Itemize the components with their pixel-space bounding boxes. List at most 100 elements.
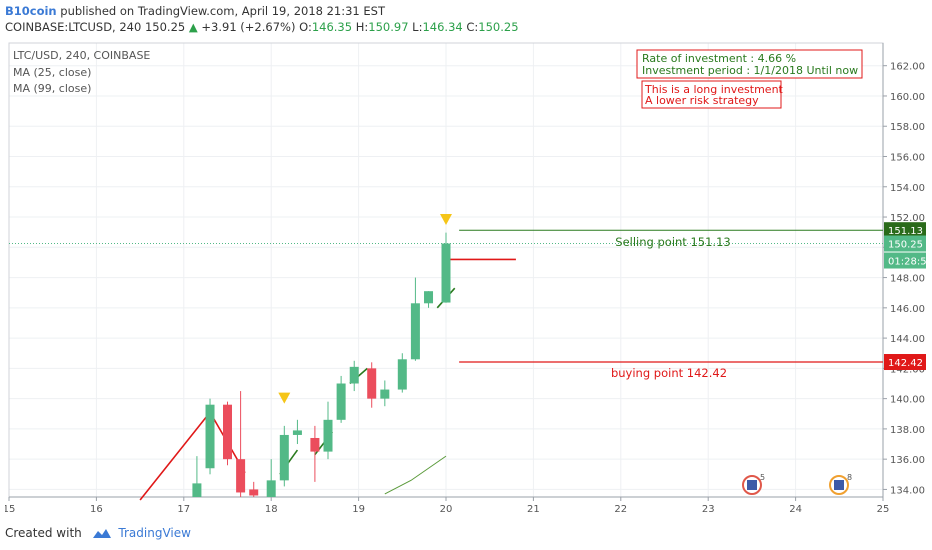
candle [223,401,232,466]
chart-frame[interactable]: 134.00136.00138.00140.00142.00144.00146.… [3,39,932,520]
note-long: This is a long investment [644,83,784,96]
y-tick-label: 156.00 [890,153,925,164]
high-value: 150.97 [368,20,409,34]
candle-body [192,483,202,497]
x-tick-label: 15 [5,504,15,515]
candle-body [441,243,451,303]
x-tick-label: 24 [789,504,802,515]
tradingview-brand[interactable]: TradingView [118,526,191,540]
candle-body [236,459,246,493]
price-axis[interactable]: 134.00136.00138.00140.00142.00144.00146.… [883,62,925,497]
price-labels: 151.13 150.25 01:28:54 142.42 [884,222,932,371]
chart-background [5,39,928,520]
event-count-2: 8 [847,473,852,482]
time-axis[interactable]: 15 16 17 18 19 20 21 22 23 24 25 [3,497,890,515]
flag-icon [834,480,844,490]
y-tick-label: 160.00 [890,92,925,103]
candle-body [323,419,333,452]
candle-body [266,480,276,497]
ma-line [384,455,447,495]
countdown-label-bg [884,252,926,269]
candle-body [279,434,289,481]
candle [236,391,246,497]
buy-price-label-bg [884,354,926,371]
candle [266,459,276,497]
x-tick-label: 16 [90,504,103,515]
selling-point-label[interactable]: Selling point 151.13 [615,235,730,249]
high-label: H: [355,20,369,34]
y-tick-label: 146.00 [890,304,925,315]
signal-arrow-icon[interactable] [278,392,291,404]
y-tick-label: 154.00 [890,183,925,194]
sell-price-label: 151.13 [888,226,923,237]
last-price-label: 150.25 [888,240,923,251]
y-tick-label: 140.00 [890,395,925,406]
candle [380,380,390,407]
note-rate: Rate of investment : 4.66 % [642,52,796,65]
buying-point-label[interactable]: buying point 142.42 [611,366,727,380]
candle [192,456,202,497]
note-box-strategy[interactable] [641,80,782,109]
y-tick-label: 152.00 [890,213,925,224]
x-tick-label: 18 [265,504,278,515]
buy-price-label: 142.42 [888,358,923,369]
candle-body [292,430,302,435]
note-box-investment[interactable] [636,49,863,79]
flag-icon [747,480,757,490]
event-badge-2[interactable]: 8 [829,473,852,495]
legend-title[interactable]: LTC/USD, 240, COINBASE [13,49,150,62]
candles [192,232,451,497]
x-tick-label: 23 [702,504,715,515]
symbol-header: COINBASE:LTCUSD, 240 150.25 ▲ +3.91 (+2.… [5,20,519,34]
signal-arrow-icon[interactable] [440,214,452,226]
event-badge-1[interactable]: 5 [742,473,765,495]
tradingview-logo-icon [92,528,111,538]
candle-body [205,404,215,469]
close-label: C: [466,20,479,34]
y-tick-label: 136.00 [890,455,925,466]
y-tick-label: 148.00 [890,274,925,285]
candle [349,360,359,392]
x-tick-label: 22 [614,504,627,515]
x-tick-label: 25 [877,504,890,515]
price-change: +3.91 (+2.67%) [201,20,296,34]
candle [205,398,215,475]
candle [424,291,434,308]
legend-ma99[interactable]: MA (99, close) [13,82,91,95]
sell-price-label-bg [884,222,926,239]
open-value: 146.35 [311,20,353,34]
candle [249,481,259,497]
candle [441,232,451,303]
candle-body [336,383,346,420]
created-with: Created with [5,526,82,540]
candle-body [380,389,390,399]
legend-ma25[interactable]: MA (25, close) [13,66,91,79]
candle-body [410,303,420,360]
x-tick-label: 20 [440,504,453,515]
y-tick-label: 144.00 [890,334,925,345]
author-name[interactable]: B10coin [5,4,57,18]
x-tick-label: 17 [177,504,190,515]
last-price-label-bg [884,235,926,252]
candle [292,419,302,445]
footer: Created with TradingView [5,526,191,540]
x-tick-label: 19 [352,504,365,515]
price-chart[interactable]: 134.00136.00138.00140.00142.00144.00146.… [3,39,932,520]
change-up-icon: ▲ [188,20,198,34]
y-tick-label: 138.00 [890,425,925,436]
close-value: 150.25 [478,20,519,34]
candle [279,425,289,487]
low-value: 146.34 [422,20,463,34]
candle [397,353,407,393]
candle [410,277,420,361]
published-text: published on TradingView.com, April 19, … [60,4,385,18]
candle-body [223,404,232,460]
y-tick-label: 162.00 [890,62,925,73]
candle [336,375,346,423]
symbol-line: COINBASE:LTCUSD, 240 [5,20,142,34]
low-label: L: [412,20,423,34]
y-tick-label: 134.00 [890,485,925,496]
candle-body [424,291,434,304]
last-price: 150.25 [144,20,186,34]
event-count-1: 5 [760,473,765,482]
